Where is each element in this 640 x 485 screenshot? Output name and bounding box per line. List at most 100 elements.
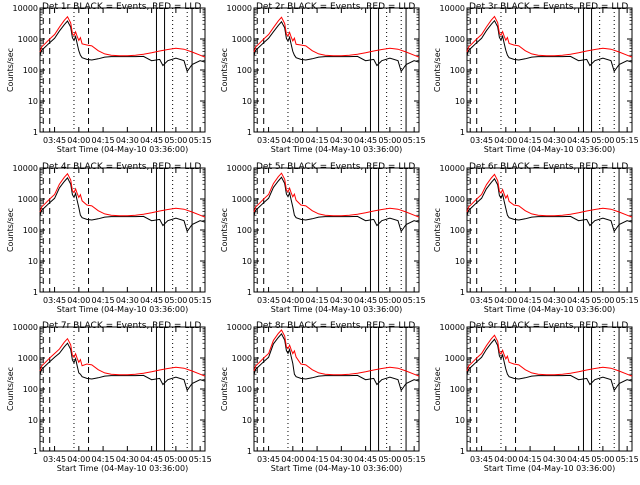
x-tick-label: 04:30: [330, 136, 353, 145]
x-tick-label: 04:45: [567, 455, 590, 464]
x-tick-label: 05:00: [591, 455, 614, 464]
x-tick-label: 05:15: [189, 455, 212, 464]
y-tick-label: 10: [242, 416, 252, 425]
y-tick-label: 1: [460, 447, 465, 456]
x-axis-label: Start Time (04-May-10 03:36:00): [271, 145, 402, 154]
x-tick-label: 03:45: [257, 136, 280, 145]
x-tick-label: 05:15: [189, 296, 212, 305]
detector-panel: Det 4r BLACK = Events, RED = LLD 1 10 100 10…: [6, 162, 212, 314]
plot-frame: [466, 326, 633, 452]
x-tick-label: 04:15: [92, 296, 115, 305]
x-tick-label: 05:15: [403, 455, 426, 464]
detector-panel: Det 5r BLACK = Events, RED = LLD 1 10 100 10…: [220, 162, 426, 314]
events-series-line: [253, 176, 420, 233]
y-axis-label: Counts/sec: [6, 48, 15, 92]
x-tick-label: 05:15: [616, 296, 639, 305]
detector-panel: Det 6r BLACK = Events, RED = LLD 1 10 100 10…: [433, 162, 639, 314]
y-tick-label: 100: [237, 385, 252, 394]
lld-series-line: [253, 16, 420, 58]
y-tick-label: 10: [28, 416, 38, 425]
y-tick-label: 100: [237, 226, 252, 235]
panel-title: Det 6r BLACK = Events, RED = LLD: [469, 162, 628, 172]
detector-panel: Det 2r BLACK = Events, RED = LLD 1 10 100 10…: [220, 2, 426, 154]
panel-title: Det 4r BLACK = Events, RED = LLD: [42, 162, 201, 172]
plot-frame: [253, 7, 420, 133]
y-axis-label: Counts/sec: [220, 208, 229, 252]
panel-title: Det 2r BLACK = Events, RED = LLD: [256, 2, 415, 12]
y-tick-label: 100: [23, 385, 38, 394]
events-series-line: [253, 333, 420, 392]
x-tick-label: 03:45: [257, 455, 280, 464]
x-tick-label: 04:00: [494, 136, 517, 145]
x-axis-label: Start Time (04-May-10 03:36:00): [271, 305, 402, 314]
plot-frame: [253, 167, 420, 293]
x-tick-label: 04:45: [140, 296, 163, 305]
panel-title: Det 9r BLACK = Events, RED = LLD: [469, 321, 628, 331]
y-tick-label: 1000: [232, 195, 252, 204]
lld-series-line: [466, 15, 633, 58]
events-series-line: [466, 19, 633, 73]
y-axis-label: Counts/sec: [433, 48, 442, 92]
plot-frame: [466, 167, 633, 293]
y-tick-label: 1: [247, 128, 252, 137]
y-tick-label: 1: [33, 288, 38, 297]
detector-panel: Det 1r BLACK = Events, RED = LLD 1 10 100 10…: [6, 2, 212, 154]
detector-panel: Det 9r BLACK = Events, RED = LLD 1 10 100 10…: [433, 321, 639, 473]
x-axis-label: Start Time (04-May-10 03:36:00): [57, 145, 188, 154]
y-tick-label: 10000: [13, 323, 38, 332]
y-tick-label: 10000: [440, 164, 465, 173]
x-axis-label: Start Time (04-May-10 03:36:00): [57, 464, 188, 473]
x-tick-label: 05:15: [403, 136, 426, 145]
y-tick-label: 1000: [18, 35, 38, 44]
y-tick-label: 10000: [227, 164, 252, 173]
x-tick-label: 03:45: [470, 296, 493, 305]
x-tick-label: 03:45: [43, 455, 66, 464]
panel-title: Det 8r BLACK = Events, RED = LLD: [256, 321, 415, 331]
lld-series-line: [39, 172, 206, 218]
x-tick-label: 04:45: [354, 136, 377, 145]
x-tick-label: 05:15: [616, 136, 639, 145]
x-tick-label: 04:30: [543, 296, 566, 305]
x-tick-label: 04:00: [67, 455, 90, 464]
x-tick-label: 05:00: [164, 455, 187, 464]
y-tick-label: 10: [242, 257, 252, 266]
y-tick-label: 1000: [18, 354, 38, 363]
events-series-line: [253, 20, 420, 73]
y-axis-label: Counts/sec: [6, 208, 15, 252]
x-tick-label: 05:15: [616, 455, 639, 464]
x-tick-label: 04:30: [543, 455, 566, 464]
y-tick-label: 10000: [227, 323, 252, 332]
x-axis-label: Start Time (04-May-10 03:36:00): [271, 464, 402, 473]
x-tick-label: 03:45: [43, 136, 66, 145]
x-tick-label: 04:00: [67, 296, 90, 305]
y-tick-label: 1000: [232, 35, 252, 44]
y-tick-label: 1: [33, 128, 38, 137]
y-axis-label: Counts/sec: [433, 208, 442, 252]
x-tick-label: 03:45: [470, 455, 493, 464]
lld-series-line: [253, 329, 420, 377]
x-tick-label: 04:15: [519, 136, 542, 145]
events-series-line: [39, 342, 206, 392]
x-tick-label: 04:15: [306, 455, 329, 464]
x-tick-label: 05:00: [164, 296, 187, 305]
y-tick-label: 1000: [445, 195, 465, 204]
panel-title: Det 1r BLACK = Events, RED = LLD: [42, 2, 201, 12]
x-tick-label: 04:15: [92, 455, 115, 464]
lld-series-line: [39, 15, 206, 58]
x-axis-label: Start Time (04-May-10 03:36:00): [57, 305, 188, 314]
x-tick-label: 05:15: [189, 136, 212, 145]
x-tick-label: 05:00: [164, 136, 187, 145]
x-tick-label: 05:00: [591, 136, 614, 145]
y-tick-label: 10000: [13, 4, 38, 13]
plot-frame: [253, 326, 420, 452]
y-tick-label: 1: [460, 128, 465, 137]
x-tick-label: 05:00: [378, 296, 401, 305]
events-series-line: [466, 338, 633, 392]
lld-series-line: [39, 337, 206, 377]
x-axis-label: Start Time (04-May-10 03:36:00): [484, 145, 615, 154]
x-tick-label: 04:15: [306, 136, 329, 145]
y-tick-label: 10: [242, 97, 252, 106]
x-tick-label: 03:45: [470, 136, 493, 145]
